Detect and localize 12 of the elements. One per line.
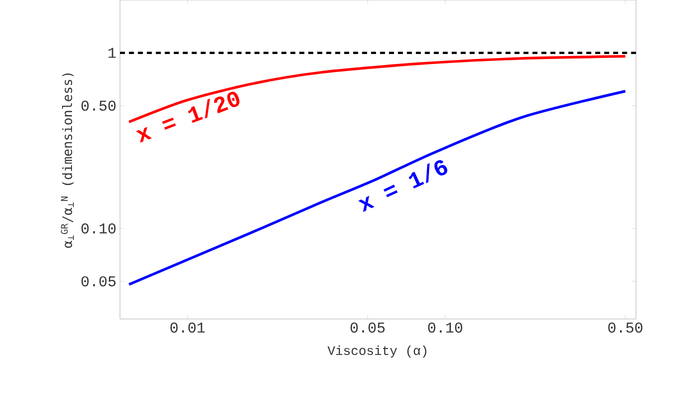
x-tick-label: 0.01 — [170, 322, 205, 333]
y-tick-label: 0.05 — [82, 276, 116, 286]
x-tick-label: 0.10 — [428, 322, 462, 333]
y-tick-label: 0.10 — [82, 223, 116, 234]
y-tick-label: 0.50 — [82, 100, 116, 111]
x-tick-label: 0.05 — [350, 322, 385, 333]
x-tick-label: 0.50 — [608, 322, 642, 333]
text: α$_{⊥}$$^{GR}$/α$_{⊥}$$^{N}$ (dimensionless) — [60, 73, 74, 248]
text: x = 1/6 — [358, 160, 448, 212]
text: x = 1/20 — [136, 92, 240, 143]
y-tick-label: 1 — [108, 48, 116, 58]
x-axis-title: Viscosity (α) — [328, 346, 426, 358]
